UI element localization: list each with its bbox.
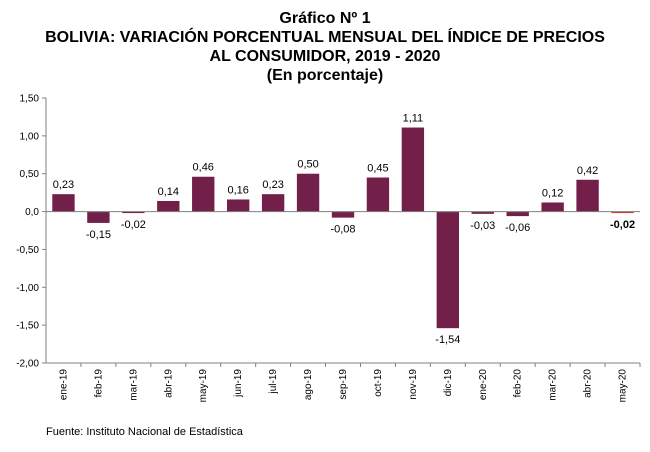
x-tick-label: sep-19 [338,369,349,400]
data-label: 0,45 [367,163,388,175]
bar [52,194,75,212]
x-tick-label: abr-19 [163,369,174,398]
data-label: 0,50 [297,159,318,171]
bar [611,211,634,214]
data-label: 1,11 [403,113,424,125]
chart-title-line-4: (En porcentaje) [266,67,384,84]
chart-title-line-3: AL CONSUMIDOR, 2019 - 2020 [209,48,441,65]
chart-title-line-1: Gráfico Nº 1 [279,10,371,27]
chart-title-line-2: BOLIVIA: VARIACIÓN PORCENTUAL MENSUAL DE… [45,29,605,46]
data-label: -0,02 [610,219,635,231]
bar [576,179,599,212]
source-note: Fuente: Instituto Nacional de Estadístic… [46,426,243,438]
y-tick-label: 1,50 [20,94,40,105]
data-label: 0,23 [53,179,74,191]
data-label: 0,42 [577,165,598,177]
data-label: 0,14 [158,186,179,198]
data-label: -0,02 [121,219,146,231]
bar [226,199,250,212]
x-tick-label: feb-20 [513,369,524,398]
x-tick-label: oct-19 [373,369,384,397]
y-tick-label: 0,0 [25,207,39,218]
x-tick-label: ago-19 [303,369,314,401]
x-tick-label: feb-19 [93,369,104,398]
y-tick-label: 0,50 [20,169,40,180]
bar [506,211,529,217]
x-tick-label: dic-19 [443,369,454,397]
data-label: 0,23 [262,179,283,191]
bar [261,194,285,212]
x-tick-label: may-20 [618,369,629,403]
data-label: -0,06 [505,222,530,234]
bar [401,127,425,212]
data-label: 0,16 [227,184,248,196]
data-label: -1,54 [435,334,460,346]
x-tick-label: abr-20 [583,369,594,398]
y-tick-label: 1,00 [20,131,40,142]
y-tick-label: -1,00 [16,283,39,294]
data-label: -0,08 [330,224,355,236]
x-tick-label: mar-20 [548,369,559,401]
bar [157,200,180,212]
bar [436,211,460,329]
y-tick-label: -1,50 [16,321,39,332]
chart-title-block: Gráfico Nº 1 BOLIVIA: VARIACIÓN PORCENTU… [0,9,650,85]
data-label: 0,46 [193,162,214,174]
bar [87,211,110,223]
x-tick-label: ene-19 [58,369,69,401]
bar [122,211,145,214]
data-label: -0,03 [470,220,495,232]
y-tick-label: -0,50 [16,245,39,256]
data-label: 0,12 [542,187,563,199]
x-tick-label: jul-19 [268,369,279,395]
x-tick-label: nov-19 [408,369,419,400]
bar [192,176,215,212]
bar [471,211,494,214]
bar [366,177,390,212]
bar [541,202,564,212]
x-tick-label: may-19 [198,369,209,403]
data-label: -0,15 [86,229,111,241]
y-tick-label: -2,00 [16,359,39,370]
bar [296,173,320,212]
x-tick-label: jun-19 [233,369,244,398]
x-tick-label: mar-19 [128,369,139,401]
x-tick-label: ene-20 [478,369,489,401]
bar [331,211,355,218]
